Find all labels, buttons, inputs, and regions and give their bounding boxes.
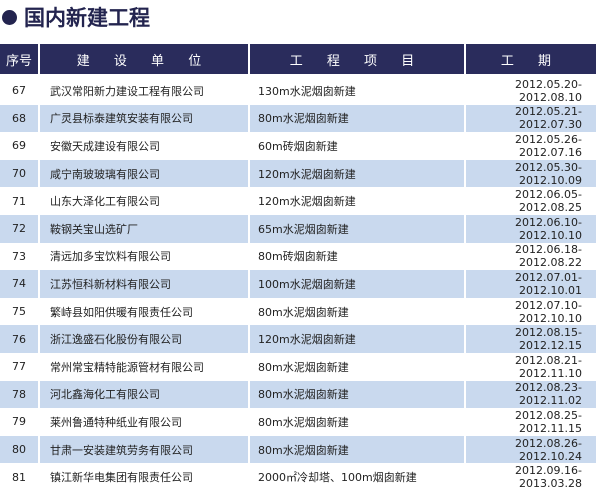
row-project: 65m水泥烟囱新建 <box>250 214 464 243</box>
table-row: 71 山东大泽化工有限公司 120m水泥烟囱新建 2012.06.05-2012.08… <box>0 187 596 215</box>
row-company: 镇江新华电集团有限责任公司 <box>50 471 193 485</box>
row-project: 80m水泥烟囱新建 <box>250 435 464 464</box>
table-header: 序号 建 设 单 位 工 程 项 目 工 期 <box>0 44 596 77</box>
row-period: 2012.06.10-2012.10.10 <box>466 214 596 243</box>
table-row: 72 鞍钢关宝山选矿厂 65m水泥烟囱新建 2012.06.10-2012.10.10 <box>0 214 596 243</box>
row-period: 2012.07.01-2012.10.01 <box>466 270 596 298</box>
row-no: 71 <box>12 194 26 208</box>
header-project: 工 程 项 目 <box>250 44 464 77</box>
projects-table: 序号 建 设 单 位 工 程 项 目 工 期 67 武汉常阳新力建设工程有限公司 1… <box>0 44 598 491</box>
table-row: 67 武汉常阳新力建设工程有限公司 130m水泥烟囱新建 2012.05.20-201… <box>0 77 596 105</box>
row-project: 120m水泥烟囱新建 <box>250 325 464 353</box>
row-project: 120m水泥烟囱新建 <box>258 195 356 209</box>
row-period: 2012.08.25-2012.11.15 <box>515 408 582 435</box>
row-no: 76 <box>0 325 38 353</box>
table-row: 76 浙江逸盛石化股份有限公司 120m水泥烟囱新建 2012.08.15-2012.… <box>0 325 596 353</box>
title-text: 国内新建工程 <box>24 6 150 30</box>
row-period: 2012.08.23-2012.11.02 <box>466 380 596 409</box>
row-company: 繁峙县如阳供暖有限责任公司 <box>50 305 193 319</box>
row-company: 武汉常阳新力建设工程有限公司 <box>50 84 204 98</box>
row-project: 120m水泥烟囱新建 <box>250 159 464 188</box>
table-row: 70 咸宁南玻玻璃有限公司 120m水泥烟囱新建 2012.05.30-2012.10… <box>0 159 596 188</box>
row-period: 2012.06.18-2012.08.22 <box>515 243 582 270</box>
row-no: 73 <box>12 249 26 263</box>
row-company: 江苏恒科新材料有限公司 <box>40 270 248 298</box>
row-no: 81 <box>12 470 26 484</box>
row-period: 2012.07.10-2012.10.10 <box>515 298 582 325</box>
row-no: 70 <box>0 159 38 188</box>
row-company: 浙江逸盛石化股份有限公司 <box>40 325 248 353</box>
row-no: 69 <box>12 139 26 153</box>
bullet-icon <box>2 9 17 25</box>
row-period: 2012.05.26-2012.07.16 <box>515 132 582 159</box>
table-row: 69 安徽天成建设有限公司 60m砖烟囱新建 2012.05.26-2012.07.1… <box>0 132 596 160</box>
row-period: 2012.05.20-2012.08.10 <box>515 77 582 104</box>
row-project: 100m水泥烟囱新建 <box>250 270 464 298</box>
row-no: 80 <box>0 435 38 464</box>
table-row: 73 清远加多宝饮料有限公司 80m砖烟囱新建 2012.06.18-2012.08.… <box>0 243 596 271</box>
row-no: 75 <box>12 305 26 319</box>
row-project: 80m水泥烟囱新建 <box>258 305 349 319</box>
header-no: 序号 <box>0 44 38 77</box>
row-no: 68 <box>0 104 38 133</box>
row-project: 80m水泥烟囱新建 <box>258 415 349 429</box>
row-project: 60m砖烟囱新建 <box>258 139 338 153</box>
row-period: 2012.08.21-2012.11.10 <box>515 353 582 380</box>
row-period: 2012.08.15-2012.12.15 <box>466 325 596 353</box>
table-row: 68 广灵县标泰建筑安装有限公司 80m水泥烟囱新建 2012.05.21-2012.… <box>0 104 596 133</box>
row-company: 鞍钢关宝山选矿厂 <box>40 214 248 243</box>
table-row: 78 河北鑫海化工有限公司 80m水泥烟囱新建 2012.08.23-2012.11.… <box>0 380 596 409</box>
row-no: 79 <box>12 415 26 429</box>
row-project: 2000㎡冷却塔、100m烟囱新建 <box>258 471 417 485</box>
row-no: 77 <box>12 360 26 374</box>
row-company: 莱州鲁通特种纸业有限公司 <box>50 415 182 429</box>
row-period: 2012.08.26-2012.10.24 <box>466 435 596 464</box>
row-no: 78 <box>0 380 38 409</box>
row-no: 74 <box>0 270 38 298</box>
row-period: 2012.09.16-2013.03.28 <box>515 464 582 491</box>
row-project: 130m水泥烟囱新建 <box>258 84 356 98</box>
row-period: 2012.05.21-2012.07.30 <box>466 104 596 133</box>
row-project: 80m砖烟囱新建 <box>258 250 338 264</box>
row-period: 2012.05.30-2012.10.09 <box>466 159 596 188</box>
row-company: 常州常宝精特能源管材有限公司 <box>50 360 204 374</box>
row-project: 80m水泥烟囱新建 <box>258 360 349 374</box>
table-row: 74 江苏恒科新材料有限公司 100m水泥烟囱新建 2012.07.01-2012.1… <box>0 270 596 298</box>
header-company: 建 设 单 位 <box>40 44 248 77</box>
header-period: 工 期 <box>466 44 596 77</box>
table-row: 79 莱州鲁通特种纸业有限公司 80m水泥烟囱新建 2012.08.25-2012.1… <box>0 408 596 436</box>
row-company: 广灵县标泰建筑安装有限公司 <box>40 104 248 133</box>
table-row: 77 常州常宝精特能源管材有限公司 80m水泥烟囱新建 2012.08.21-2012… <box>0 353 596 381</box>
row-company: 山东大泽化工有限公司 <box>50 195 160 209</box>
table-row: 81 镇江新华电集团有限责任公司 2000㎡冷却塔、100m烟囱新建 2012.09.… <box>0 463 596 491</box>
row-period: 2012.06.05-2012.08.25 <box>515 188 582 215</box>
row-project: 80m水泥烟囱新建 <box>250 380 464 409</box>
row-project: 80m水泥烟囱新建 <box>250 104 464 133</box>
table-row: 75 繁峙县如阳供暖有限责任公司 80m水泥烟囱新建 2012.07.10-2012.… <box>0 298 596 326</box>
row-company: 清远加多宝饮料有限公司 <box>50 250 171 264</box>
row-company: 甘肃一安装建筑劳务有限公司 <box>40 435 248 464</box>
page-title: 国内新建工程 <box>2 2 150 32</box>
row-company: 安徽天成建设有限公司 <box>50 139 160 153</box>
row-company: 河北鑫海化工有限公司 <box>40 380 248 409</box>
row-no: 72 <box>0 214 38 243</box>
row-company: 咸宁南玻玻璃有限公司 <box>40 159 248 188</box>
row-no: 67 <box>12 84 26 98</box>
table-row: 80 甘肃一安装建筑劳务有限公司 80m水泥烟囱新建 2012.08.26-2012.… <box>0 435 596 464</box>
